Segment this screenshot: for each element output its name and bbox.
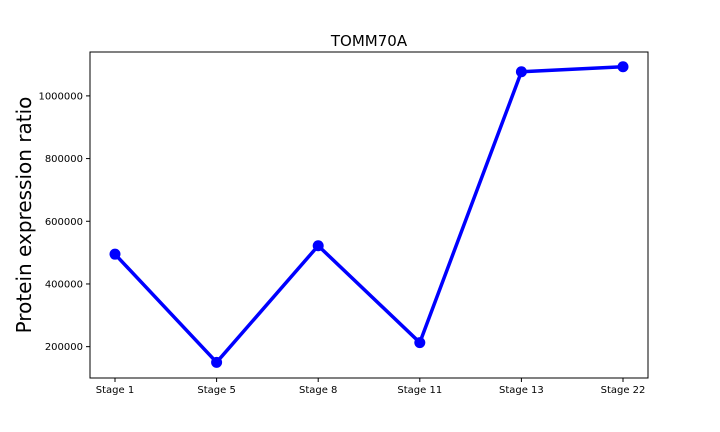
y-tick-label: 200000 [45,342,83,353]
data-point [109,248,121,260]
x-tick-label: Stage 11 [397,385,442,396]
x-tick-label: Stage 8 [299,385,337,396]
data-point [414,337,426,349]
data-point [617,61,629,73]
data-point [312,240,324,252]
x-axis: Stage 1 Stage 5 Stage 8 Stage 11 Stage 13 Sta… [96,378,646,396]
series-line [113,64,624,365]
chart-title: TOMM70A [330,32,408,50]
series-group [109,61,629,368]
data-point [515,66,527,78]
plot-frame [89,51,649,379]
x-tick-label: Stage 22 [601,385,646,396]
y-tick-label: 800000 [45,154,83,165]
y-axis: 200000 400000 600000 800000 1000000 [38,91,90,353]
data-point [211,356,223,368]
x-tick-label: Stage 13 [499,385,544,396]
y-tick-label: 400000 [45,279,83,290]
x-tick-label: Stage 1 [96,385,134,396]
y-tick-label: 600000 [45,217,83,228]
x-tick-label: Stage 5 [197,385,235,396]
y-tick-label: 1000000 [38,91,83,102]
y-axis-label: Protein expression ratio [12,97,36,334]
